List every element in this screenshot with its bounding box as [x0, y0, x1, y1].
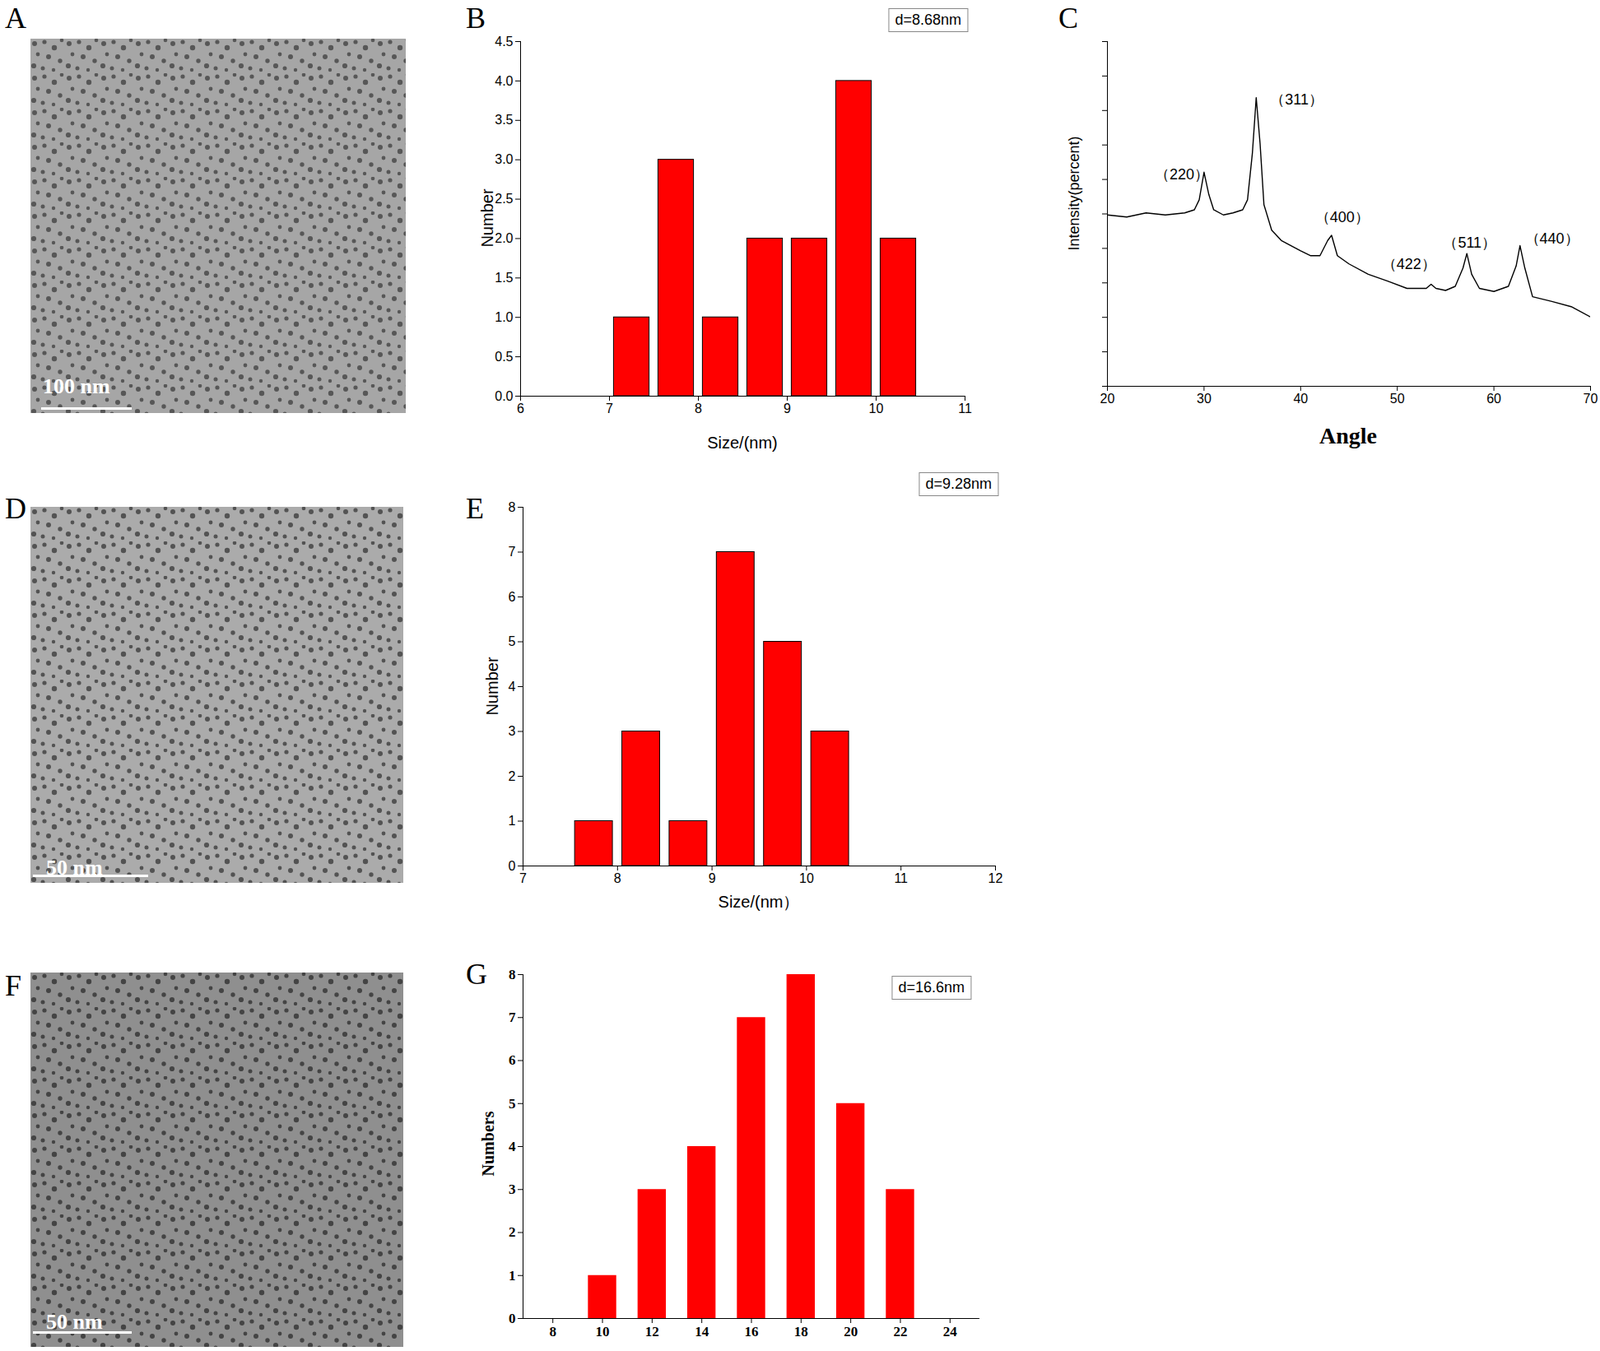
svg-text:2: 2 [508, 769, 517, 784]
html-text:A: A [4, 1, 27, 35]
html-text:Numbers: Numbers [478, 1111, 497, 1177]
svg-text:4: 4 [508, 1139, 517, 1155]
svg-text:7: 7 [508, 1009, 517, 1026]
html-text:100 nm: 100 nm [42, 374, 110, 399]
html-text:50 nm: 50 nm [46, 1310, 103, 1335]
html-text:Number: Number [477, 188, 496, 248]
svg-text:6: 6 [508, 1052, 517, 1069]
html-text:50 nm: 50 nm [46, 855, 103, 880]
html-text:d=9.28nm: d=9.28nm [925, 475, 992, 493]
svg-text:（422）: （422） [1381, 255, 1437, 273]
svg-text:6: 6 [516, 401, 525, 416]
html-text:F: F [4, 969, 22, 1003]
svg-text:8: 8 [613, 871, 622, 886]
svg-text:9: 9 [708, 871, 717, 886]
svg-text:4.5: 4.5 [494, 34, 513, 49]
svg-text:10: 10 [869, 401, 884, 416]
svg-text:18: 18 [794, 1324, 809, 1340]
html-text:d=16.6nm: d=16.6nm [898, 979, 965, 996]
svg-text:12: 12 [988, 871, 1004, 886]
svg-text:8: 8 [508, 500, 517, 515]
html-text:G: G [465, 958, 488, 991]
svg-text:30: 30 [1196, 391, 1212, 406]
svg-text:22: 22 [893, 1324, 907, 1340]
html-text:Size/(nm）: Size/(nm） [718, 892, 800, 911]
svg-text:0: 0 [508, 859, 517, 874]
svg-text:1: 1 [508, 813, 517, 828]
html-text:D: D [4, 492, 27, 526]
svg-text:20: 20 [843, 1324, 858, 1340]
svg-text:8: 8 [508, 967, 517, 983]
svg-text:40: 40 [1293, 391, 1308, 406]
svg-text:1.0: 1.0 [494, 310, 513, 325]
svg-text:（311）: （311） [1269, 91, 1324, 108]
svg-text:2.5: 2.5 [494, 191, 513, 206]
svg-text:60: 60 [1486, 391, 1502, 406]
svg-text:50: 50 [1390, 391, 1405, 406]
svg-text:14: 14 [694, 1324, 710, 1340]
svg-text:8: 8 [694, 401, 703, 416]
html-text:Number: Number [482, 657, 501, 716]
svg-text:16: 16 [744, 1324, 759, 1340]
html-text:C: C [1058, 1, 1079, 35]
svg-text:0.0: 0.0 [494, 389, 513, 404]
svg-text:2: 2 [508, 1224, 517, 1241]
svg-text:12: 12 [645, 1324, 660, 1340]
svg-text:10: 10 [595, 1324, 610, 1340]
svg-text:9: 9 [783, 401, 791, 416]
svg-text:5: 5 [508, 1096, 517, 1112]
svg-text:3.5: 3.5 [494, 112, 513, 127]
svg-text:（511）: （511） [1442, 234, 1497, 252]
svg-text:4: 4 [508, 679, 517, 694]
svg-text:24: 24 [943, 1324, 959, 1340]
svg-text:4.0: 4.0 [494, 74, 513, 89]
svg-text:20: 20 [1100, 391, 1116, 406]
html-text:Intensity(percent): Intensity(percent) [1065, 136, 1082, 251]
svg-text:7: 7 [508, 544, 517, 559]
svg-text:7: 7 [605, 401, 614, 416]
svg-text:11: 11 [893, 871, 908, 886]
svg-text:5: 5 [508, 634, 517, 649]
html-text:B: B [465, 1, 486, 35]
svg-text:70: 70 [1583, 391, 1599, 406]
html-text:Angle: Angle [1319, 423, 1377, 449]
svg-text:（400）: （400） [1315, 209, 1370, 226]
svg-text:3: 3 [508, 1181, 517, 1198]
svg-text:0.5: 0.5 [494, 349, 513, 364]
svg-text:6: 6 [508, 590, 517, 605]
svg-text:2.0: 2.0 [494, 231, 513, 246]
svg-text:3: 3 [508, 724, 517, 739]
svg-text:0: 0 [508, 1311, 517, 1327]
html-text:d=8.68nm: d=8.68nm [894, 11, 962, 28]
svg-text:7: 7 [519, 871, 527, 886]
svg-text:1: 1 [508, 1268, 517, 1284]
svg-text:11: 11 [958, 401, 973, 416]
html-text:E: E [465, 492, 484, 526]
html-text:Size/(nm): Size/(nm) [707, 433, 778, 452]
svg-text:（440）: （440） [1525, 230, 1580, 247]
svg-text:10: 10 [799, 871, 814, 886]
svg-text:（220）: （220） [1154, 166, 1210, 183]
svg-text:3.0: 3.0 [494, 152, 513, 167]
svg-text:1.5: 1.5 [494, 270, 513, 285]
svg-text:8: 8 [548, 1324, 557, 1340]
